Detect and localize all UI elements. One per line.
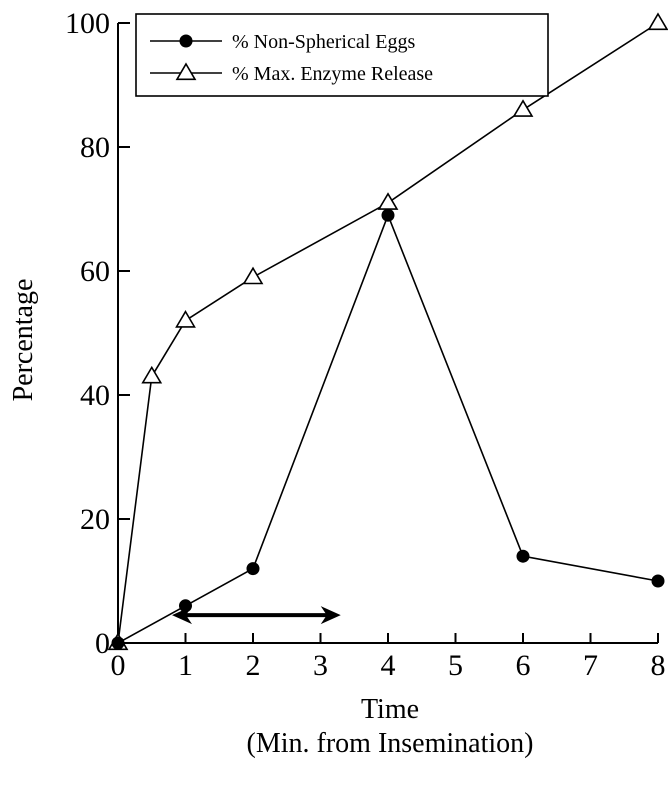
data-point <box>141 365 163 384</box>
y-tick-label: 60 <box>80 255 110 288</box>
data-point <box>246 562 260 576</box>
series-non-spherical-eggs <box>111 208 665 650</box>
x-tick-label: 2 <box>246 649 261 682</box>
series-max-enzyme-release <box>107 12 668 651</box>
annotation-layer <box>172 606 341 625</box>
data-point <box>179 599 192 613</box>
legend-label: % Max. Enzyme Release <box>232 63 433 85</box>
legend: % Non-Spherical Eggs % Max. Enzyme Releas… <box>135 13 549 97</box>
data-point <box>647 12 668 31</box>
x-axis-subtitle: (Min. from Insemination) <box>247 728 534 759</box>
legend-marker-open-triangle <box>175 62 197 81</box>
x-tick-label: 5 <box>448 649 463 682</box>
x-tick-label: 1 <box>178 649 193 682</box>
series-layer <box>107 12 668 651</box>
x-tick-label: 6 <box>516 649 531 682</box>
data-point <box>377 192 399 210</box>
data-point <box>175 310 196 328</box>
series-line <box>117 22 659 644</box>
legend-label: % Non-Spherical Eggs <box>232 31 416 53</box>
x-tick-label: 8 <box>651 649 666 682</box>
y-tick-label: 0 <box>95 627 110 660</box>
x-tick-label: 3 <box>313 649 328 682</box>
y-tick-label: 40 <box>80 379 110 412</box>
y-tick-label: 80 <box>80 131 110 164</box>
data-point <box>242 266 264 285</box>
legend-box <box>135 13 549 97</box>
x-tick-label: 0 <box>111 649 126 682</box>
data-point <box>381 208 395 222</box>
data-point <box>512 99 534 117</box>
y-axis-title: Percentage <box>8 279 39 402</box>
series-line <box>117 212 659 644</box>
x-tick-label: 7 <box>583 649 598 682</box>
legend-marker-filled-circle <box>179 34 193 48</box>
x-axis-title: Time <box>361 694 419 725</box>
annotation-arrowhead-right <box>320 606 341 625</box>
y-tick-label: 100 <box>65 7 110 40</box>
data-point <box>516 549 530 563</box>
x-tick-label: 4 <box>381 649 396 682</box>
y-tick-label: 20 <box>80 503 110 536</box>
data-point <box>111 636 125 650</box>
data-point <box>651 574 665 588</box>
